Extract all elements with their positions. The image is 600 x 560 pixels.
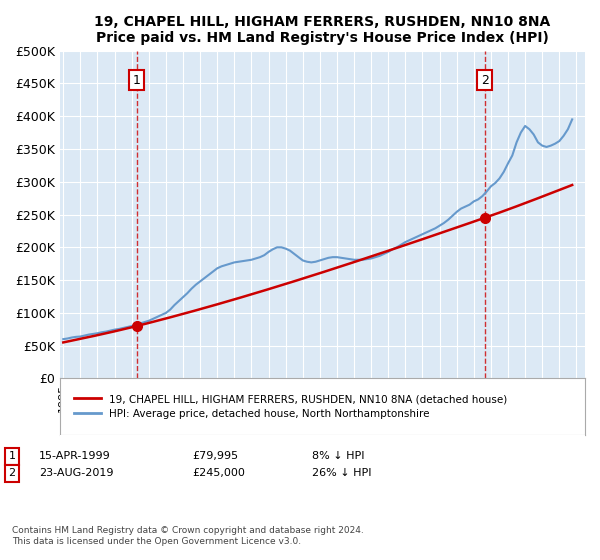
Title: 19, CHAPEL HILL, HIGHAM FERRERS, RUSHDEN, NN10 8NA
Price paid vs. HM Land Regist: 19, CHAPEL HILL, HIGHAM FERRERS, RUSHDEN…: [94, 15, 551, 45]
Legend: 19, CHAPEL HILL, HIGHAM FERRERS, RUSHDEN, NN10 8NA (detached house), HPI: Averag: 19, CHAPEL HILL, HIGHAM FERRERS, RUSHDEN…: [70, 390, 511, 423]
Text: £79,995: £79,995: [192, 451, 238, 461]
Text: 2: 2: [8, 468, 16, 478]
Text: 15-APR-1999: 15-APR-1999: [39, 451, 111, 461]
Text: Contains HM Land Registry data © Crown copyright and database right 2024.
This d: Contains HM Land Registry data © Crown c…: [12, 526, 364, 546]
Text: 26% ↓ HPI: 26% ↓ HPI: [312, 468, 371, 478]
Text: 8% ↓ HPI: 8% ↓ HPI: [312, 451, 365, 461]
Text: 1: 1: [8, 451, 16, 461]
Text: £245,000: £245,000: [192, 468, 245, 478]
Text: 1: 1: [133, 73, 140, 87]
Text: 23-AUG-2019: 23-AUG-2019: [39, 468, 113, 478]
Text: 2: 2: [481, 73, 488, 87]
